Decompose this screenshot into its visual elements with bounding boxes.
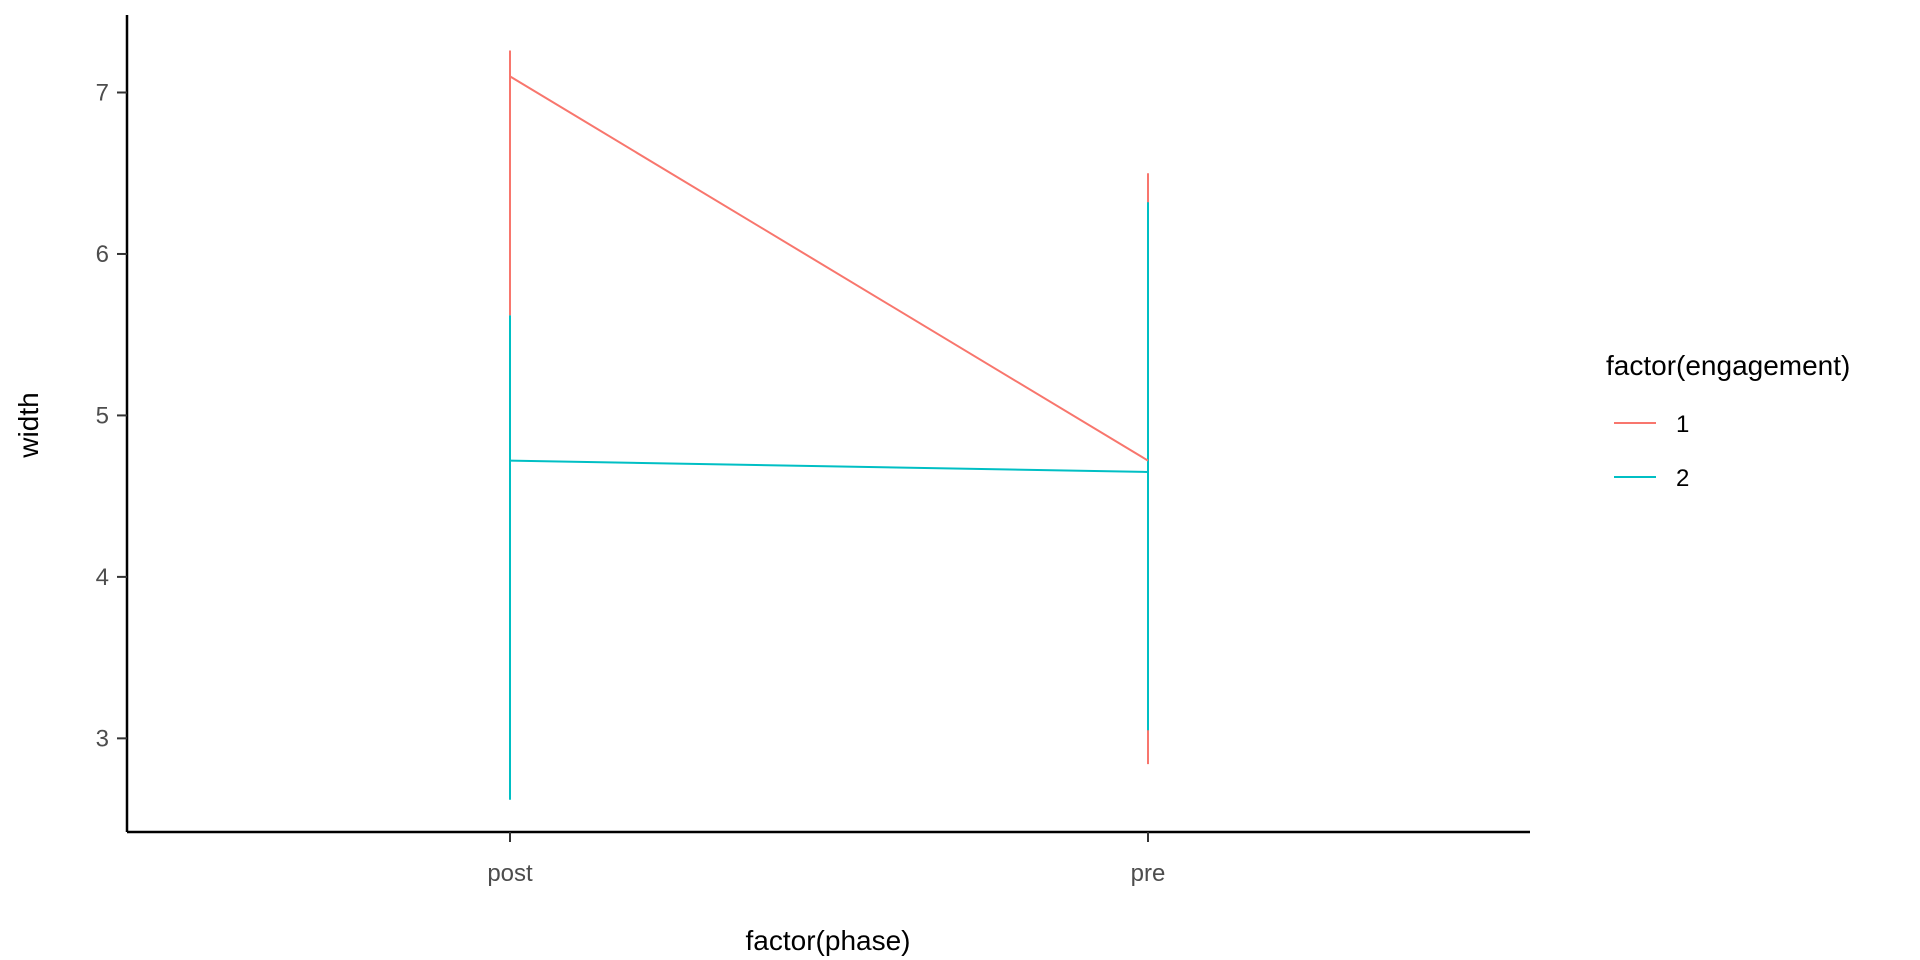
y-tick-label-4: 7 <box>96 80 109 107</box>
legend-label-1: 1 <box>1676 411 1689 438</box>
y-tick-label-0: 3 <box>96 725 109 752</box>
x-tick-label-pre: pre <box>1131 860 1166 887</box>
legend-label-2: 2 <box>1676 465 1689 492</box>
line-series-2 <box>509 459 1149 473</box>
y-axis-ticks: 3 4 5 6 7 <box>96 80 127 752</box>
y-tick-label-2: 5 <box>96 402 109 429</box>
y-tick-label-1: 4 <box>96 564 109 591</box>
line-series-1 <box>509 75 1149 462</box>
x-axis-ticks: post pre <box>487 832 1165 887</box>
y-axis-title: width <box>13 392 44 458</box>
legend-title: factor(engagement) <box>1606 350 1850 381</box>
x-axis-title: factor(phase) <box>746 925 911 956</box>
legend: factor(engagement) 1 2 <box>1606 350 1850 492</box>
plot-area <box>509 50 1149 800</box>
x-tick-label-post: post <box>487 860 533 887</box>
y-tick-label-3: 6 <box>96 241 109 268</box>
